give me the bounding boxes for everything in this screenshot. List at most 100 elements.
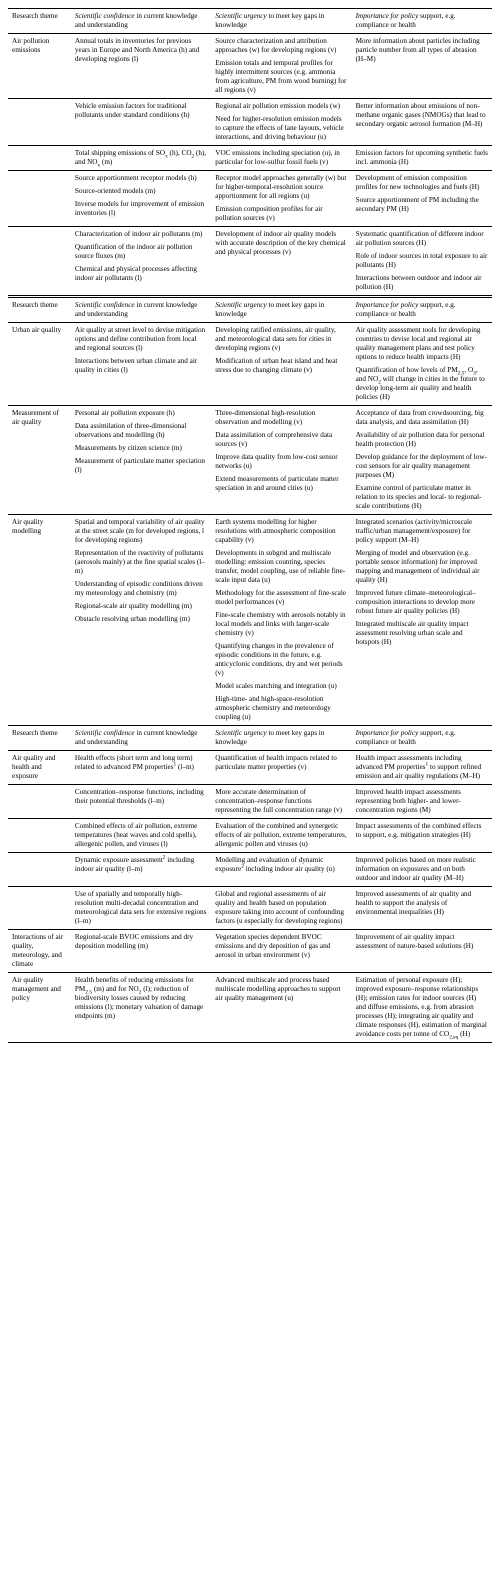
- theme-header: Research theme: [8, 9, 71, 34]
- cell-paragraph: Modification of urban heat island and he…: [215, 357, 347, 375]
- policy-cell: Development of emission composition prof…: [352, 171, 492, 227]
- confidence-cell: Vehicle emission factors for traditional…: [71, 99, 211, 146]
- urgency-cell: Developing ratified emissions, air quali…: [211, 322, 351, 405]
- cell-paragraph: Development of indoor air quality models…: [215, 230, 347, 257]
- cell-paragraph: Methodology for the assessment of fine-s…: [215, 589, 347, 607]
- policy-cell: Air quality assessment tools for develop…: [352, 322, 492, 405]
- table-row: Total shipping emissions of SOx (h), CO2…: [8, 146, 492, 171]
- policy-cell: Acceptance of data from crowdsourcing, b…: [352, 405, 492, 514]
- cell-paragraph: Develop guidance for the deployment of l…: [356, 453, 488, 480]
- cell-paragraph: Better information about emissions of no…: [356, 102, 488, 129]
- cell-paragraph: Annual totals in inventories for previou…: [75, 37, 207, 64]
- cell-paragraph: Receptor model approaches generally (w) …: [215, 174, 347, 201]
- cell-paragraph: Spatial and temporal variability of air …: [75, 518, 207, 545]
- policy-header: Importance for policy support, e.g. comp…: [352, 725, 492, 750]
- cell-paragraph: Development of emission composition prof…: [356, 174, 488, 192]
- theme-cell: Air quality and health and exposure: [8, 750, 71, 784]
- cell-paragraph: Use of spatially and temporally high-res…: [75, 890, 207, 926]
- table-row: Air quality and health and exposureHealt…: [8, 750, 492, 784]
- cell-paragraph: Regional air pollution emission models (…: [215, 102, 347, 111]
- urgency-cell: Development of indoor air quality models…: [211, 227, 351, 296]
- policy-cell: Improved assessments of air quality and …: [352, 886, 492, 929]
- theme-cell: Urban air quality: [8, 322, 71, 405]
- theme-cell: [8, 852, 71, 886]
- cell-paragraph: Estimation of personal exposure (H); imp…: [356, 976, 488, 1039]
- cell-paragraph: Impact assessments of the combined effec…: [356, 822, 488, 840]
- cell-paragraph: Dynamic exposure assessment2 including i…: [75, 856, 207, 874]
- urgency-cell: Quantification of health impacts related…: [211, 750, 351, 784]
- cell-paragraph: Health impact assessments including adva…: [356, 754, 488, 781]
- confidence-cell: Personal air pollution exposure (h)Data …: [71, 405, 211, 514]
- confidence-cell: Combined effects of air pollution, extre…: [71, 818, 211, 852]
- theme-cell: [8, 99, 71, 146]
- confidence-cell: Health effects (short term and long term…: [71, 750, 211, 784]
- cell-paragraph: More information about particles includi…: [356, 37, 488, 64]
- cell-paragraph: Emission factors for upcoming synthetic …: [356, 149, 488, 167]
- cell-paragraph: Regional-scale BVOC emissions and dry de…: [75, 933, 207, 951]
- cell-paragraph: Chemical and physical processes affectin…: [75, 265, 207, 283]
- cell-paragraph: Role of indoor sources in total exposure…: [356, 252, 488, 270]
- cell-paragraph: Combined effects of air pollution, extre…: [75, 822, 207, 849]
- cell-paragraph: Quantifying changes in the prevalence of…: [215, 642, 347, 678]
- urgency-cell: Evaluation of the combined and synergeti…: [211, 818, 351, 852]
- table-row: Vehicle emission factors for traditional…: [8, 99, 492, 146]
- confidence-cell: Air quality at street level to devise mi…: [71, 322, 211, 405]
- policy-header: Importance for policy support, e.g. comp…: [352, 9, 492, 34]
- cell-paragraph: Improved health impact assessments repre…: [356, 788, 488, 815]
- cell-paragraph: Availability of air pollution data for p…: [356, 431, 488, 449]
- urgency-cell: Source characterization and attribution …: [211, 34, 351, 99]
- table-row: Urban air qualityAir quality at street l…: [8, 322, 492, 405]
- cell-paragraph: Improvement of air quality impact assess…: [356, 933, 488, 951]
- table-row: Characterization of indoor air pollutant…: [8, 227, 492, 296]
- table-row: Air quality management and policyHealth …: [8, 972, 492, 1042]
- theme-cell: [8, 146, 71, 171]
- table-row: Air quality modellingSpatial and tempora…: [8, 514, 492, 725]
- confidence-cell: Dynamic exposure assessment2 including i…: [71, 852, 211, 886]
- cell-paragraph: VOC emissions including speciation (u), …: [215, 149, 347, 167]
- cell-paragraph: Source characterization and attribution …: [215, 37, 347, 55]
- theme-cell: Air quality modelling: [8, 514, 71, 725]
- cell-paragraph: Emission totals and temporal profiles fo…: [215, 59, 347, 95]
- theme-cell: [8, 886, 71, 929]
- confidence-header: Scientific confidence in current knowled…: [71, 298, 211, 323]
- cell-paragraph: Health effects (short term and long term…: [75, 754, 207, 772]
- confidence-cell: Use of spatially and temporally high-res…: [71, 886, 211, 929]
- policy-cell: More information about particles includi…: [352, 34, 492, 99]
- theme-header: Research theme: [8, 298, 71, 323]
- cell-paragraph: Representation of the reactivity of poll…: [75, 549, 207, 576]
- policy-cell: Systematic quantification of different i…: [352, 227, 492, 296]
- cell-paragraph: Earth systems modelling for higher resol…: [215, 518, 347, 545]
- policy-cell: Better information about emissions of no…: [352, 99, 492, 146]
- cell-paragraph: Improved future climate–meteorological–c…: [356, 589, 488, 616]
- cell-paragraph: More accurate determination of concentra…: [215, 788, 347, 815]
- theme-cell: Measurement of air quality: [8, 405, 71, 514]
- cell-paragraph: Interactions between urban climate and a…: [75, 357, 207, 375]
- theme-cell: [8, 227, 71, 296]
- cell-paragraph: Quantification of health impacts related…: [215, 754, 347, 772]
- cell-paragraph: Source apportionment of PM including the…: [356, 196, 488, 214]
- policy-cell: Emission factors for upcoming synthetic …: [352, 146, 492, 171]
- cell-paragraph: Improve data quality from low-cost senso…: [215, 453, 347, 471]
- table-row: Measurement of air qualityPersonal air p…: [8, 405, 492, 514]
- confidence-cell: Health benefits of reducing emissions fo…: [71, 972, 211, 1042]
- cell-paragraph: Quantification of the indoor air polluti…: [75, 243, 207, 261]
- theme-cell: Air quality management and policy: [8, 972, 71, 1042]
- table-row: Air pollution emissionsAnnual totals in …: [8, 34, 492, 99]
- urgency-cell: Regional air pollution emission models (…: [211, 99, 351, 146]
- table-header-row: Research themeScientific confidence in c…: [8, 725, 492, 750]
- confidence-cell: Characterization of indoor air pollutant…: [71, 227, 211, 296]
- cell-paragraph: Global and regional assessments of air q…: [215, 890, 347, 926]
- table-row: Concentration–response functions, includ…: [8, 784, 492, 818]
- theme-cell: [8, 171, 71, 227]
- urgency-cell: Modelling and evaluation of dynamic expo…: [211, 852, 351, 886]
- table-row: Source apportionment receptor models (h)…: [8, 171, 492, 227]
- confidence-cell: Source apportionment receptor models (h)…: [71, 171, 211, 227]
- table-row: Use of spatially and temporally high-res…: [8, 886, 492, 929]
- cell-paragraph: Improved policies based on more realisti…: [356, 856, 488, 883]
- cell-paragraph: Improved assessments of air quality and …: [356, 890, 488, 917]
- cell-paragraph: Inverse models for improvement of emissi…: [75, 200, 207, 218]
- policy-cell: Improvement of air quality impact assess…: [352, 929, 492, 972]
- cell-paragraph: Emission composition profiles for air po…: [215, 205, 347, 223]
- urgency-header: Scientific urgency to meet key gaps in k…: [211, 725, 351, 750]
- policy-cell: Estimation of personal exposure (H); imp…: [352, 972, 492, 1042]
